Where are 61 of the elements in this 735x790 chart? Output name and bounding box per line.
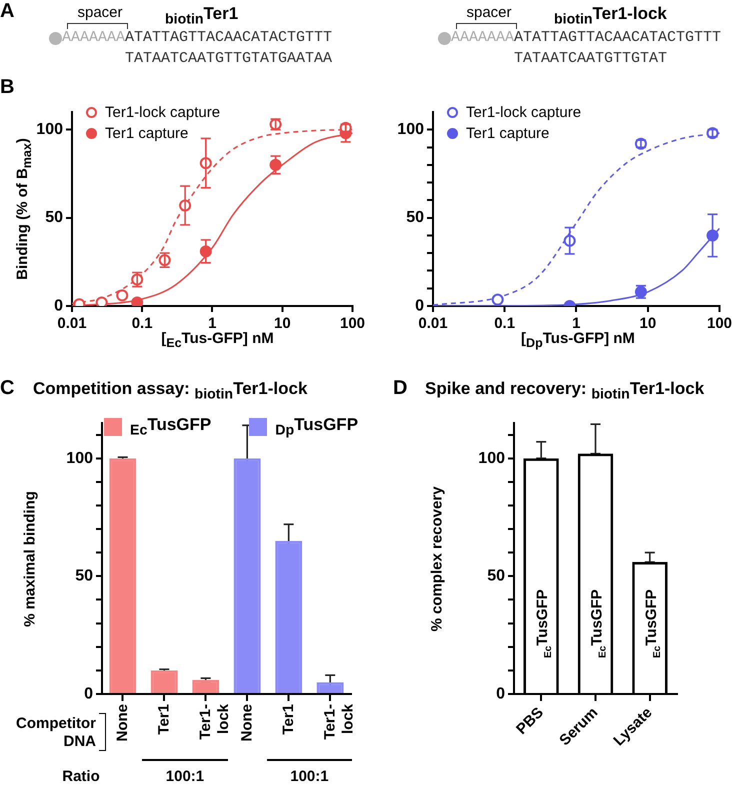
legend-label: $_{Ec}$TusGFP: [130, 415, 212, 438]
y-tick-label: 50: [406, 209, 424, 226]
text: B: [0, 76, 14, 99]
text: TATAATCAATGTTGTAT: [514, 50, 668, 67]
text: Competitor DNA: [15, 715, 96, 751]
y-tick-label: 50: [487, 568, 506, 585]
text: ATATTAGTTACAACATACTGTTT: [125, 29, 332, 46]
y-tick-label: 100: [478, 450, 506, 467]
x-tick-label: 0.1: [132, 315, 153, 332]
x-tick-label: 10: [640, 315, 656, 332]
x-tick-label: 0.01: [418, 315, 448, 332]
x-tick-label: 0.01: [57, 315, 87, 332]
y-tick-label: 0: [415, 297, 424, 314]
x-tick-label: Ter1: [155, 704, 172, 735]
x-tick-label: Ter1-lock: [196, 703, 232, 740]
y-axis-title: % maximal binding: [22, 490, 38, 626]
text: AAAAAAA: [62, 29, 126, 46]
text: $_{biotin}$Ter1: [165, 4, 238, 28]
y-tick-label: 0: [54, 297, 64, 314]
y-axis-title: % complex recovery: [428, 486, 446, 632]
text: ATATTAGTTACAACATACTGTTT: [514, 29, 722, 46]
x-tick-label: 0.1: [494, 315, 516, 332]
y-tick-label: 50: [75, 568, 94, 585]
y-tick-label: 50: [45, 209, 64, 226]
text: A: [0, 0, 14, 23]
x-axis-title: [$_{Dp}$Tus-GFP] nM: [521, 330, 635, 350]
legend-label: $_{Dp}$TusGFP: [275, 415, 358, 438]
y-tick-label: 0: [84, 685, 94, 702]
chart-title: Spike and recovery: $_{biotin}$Ter1-lock: [425, 379, 704, 402]
x-tick-label: None: [238, 704, 256, 742]
annotation: EcTusGFP: [534, 589, 554, 658]
text: Ratio: [62, 768, 100, 785]
legend-label: Ter1-lock capture: [466, 104, 582, 121]
y-tick-label: 0: [496, 685, 506, 702]
chart-title: Competition assay: $_{biotin}$Ter1-lock: [33, 379, 308, 402]
legend-label: Ter1 capture: [466, 125, 550, 142]
x-tick-label: 1: [208, 315, 216, 332]
y-tick-label: 100: [397, 121, 424, 138]
x-tick-label: 10: [274, 315, 291, 332]
text: spacer: [77, 4, 123, 21]
y-tick-label: 100: [66, 450, 94, 467]
text: 100:1: [290, 768, 329, 785]
y-tick-label: 100: [36, 121, 64, 138]
x-tick-label: 100: [340, 315, 365, 332]
text: $_{biotin}$Ter1-lock: [554, 4, 667, 28]
text: D: [393, 377, 408, 400]
x-tick-label: Ter1: [280, 704, 297, 735]
annotation: EcTusGFP: [642, 589, 663, 658]
legend-label: Ter1-lock capture: [105, 104, 220, 121]
x-tick-label: 100: [706, 315, 732, 332]
text: TATAATCAATGTTGTATGAATAA: [125, 50, 332, 67]
x-tick-label: None: [114, 704, 131, 742]
annotation: EcTusGFP: [588, 589, 608, 658]
text: AAAAAAA: [451, 29, 514, 46]
text: 100:1: [166, 768, 204, 785]
text: C: [0, 377, 14, 400]
x-axis-title: [$_{Ec}$Tus-GFP] nM: [161, 330, 274, 350]
x-tick-label: Ter1-lock: [321, 703, 356, 740]
x-tick-label: 1: [572, 315, 580, 332]
text: spacer: [466, 4, 512, 21]
legend-label: Ter1 capture: [105, 125, 188, 142]
